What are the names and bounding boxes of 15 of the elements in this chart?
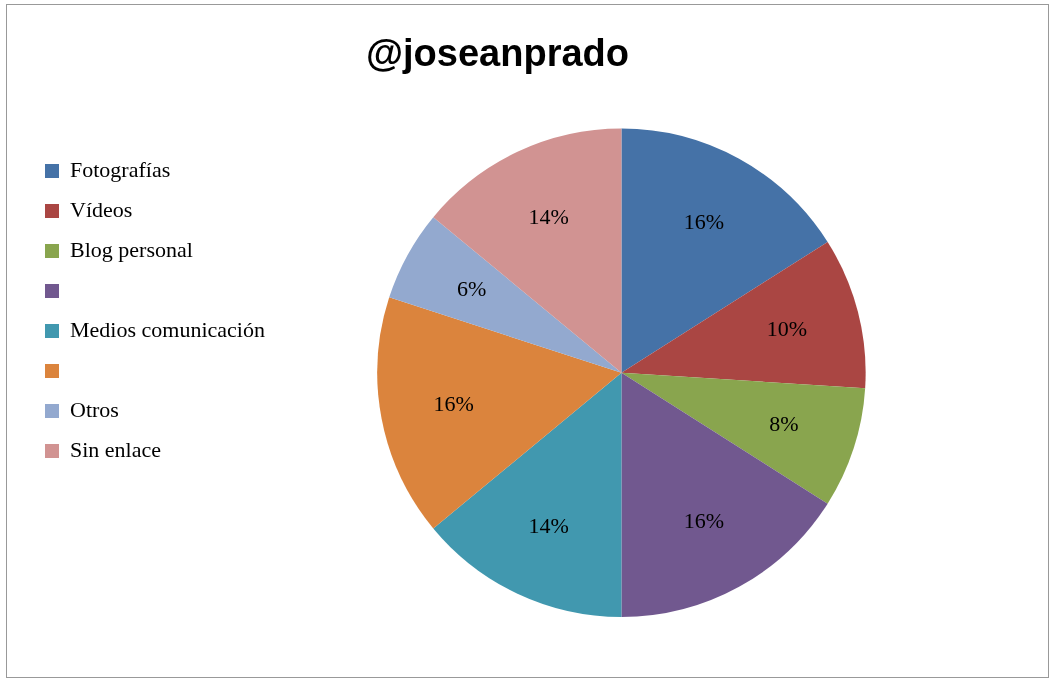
legend-label: Vídeos bbox=[70, 196, 133, 222]
legend-label: Otros bbox=[70, 396, 119, 422]
data-label: 16% bbox=[433, 390, 474, 416]
data-label: 6% bbox=[456, 276, 487, 302]
data-label: 16% bbox=[683, 508, 724, 534]
legend-label: Fotografías bbox=[70, 156, 171, 182]
legend-label: Medios comunicación bbox=[70, 316, 265, 342]
data-label: 14% bbox=[528, 513, 569, 539]
data-label: 10% bbox=[766, 316, 808, 342]
chart-title: @joseanprado bbox=[366, 32, 629, 75]
legend-label: Sin enlace bbox=[70, 436, 162, 462]
legend-label: Blog personal bbox=[70, 236, 193, 262]
data-label: 14% bbox=[528, 203, 569, 229]
data-label: 8% bbox=[769, 411, 799, 437]
data-label: 16% bbox=[683, 208, 724, 234]
